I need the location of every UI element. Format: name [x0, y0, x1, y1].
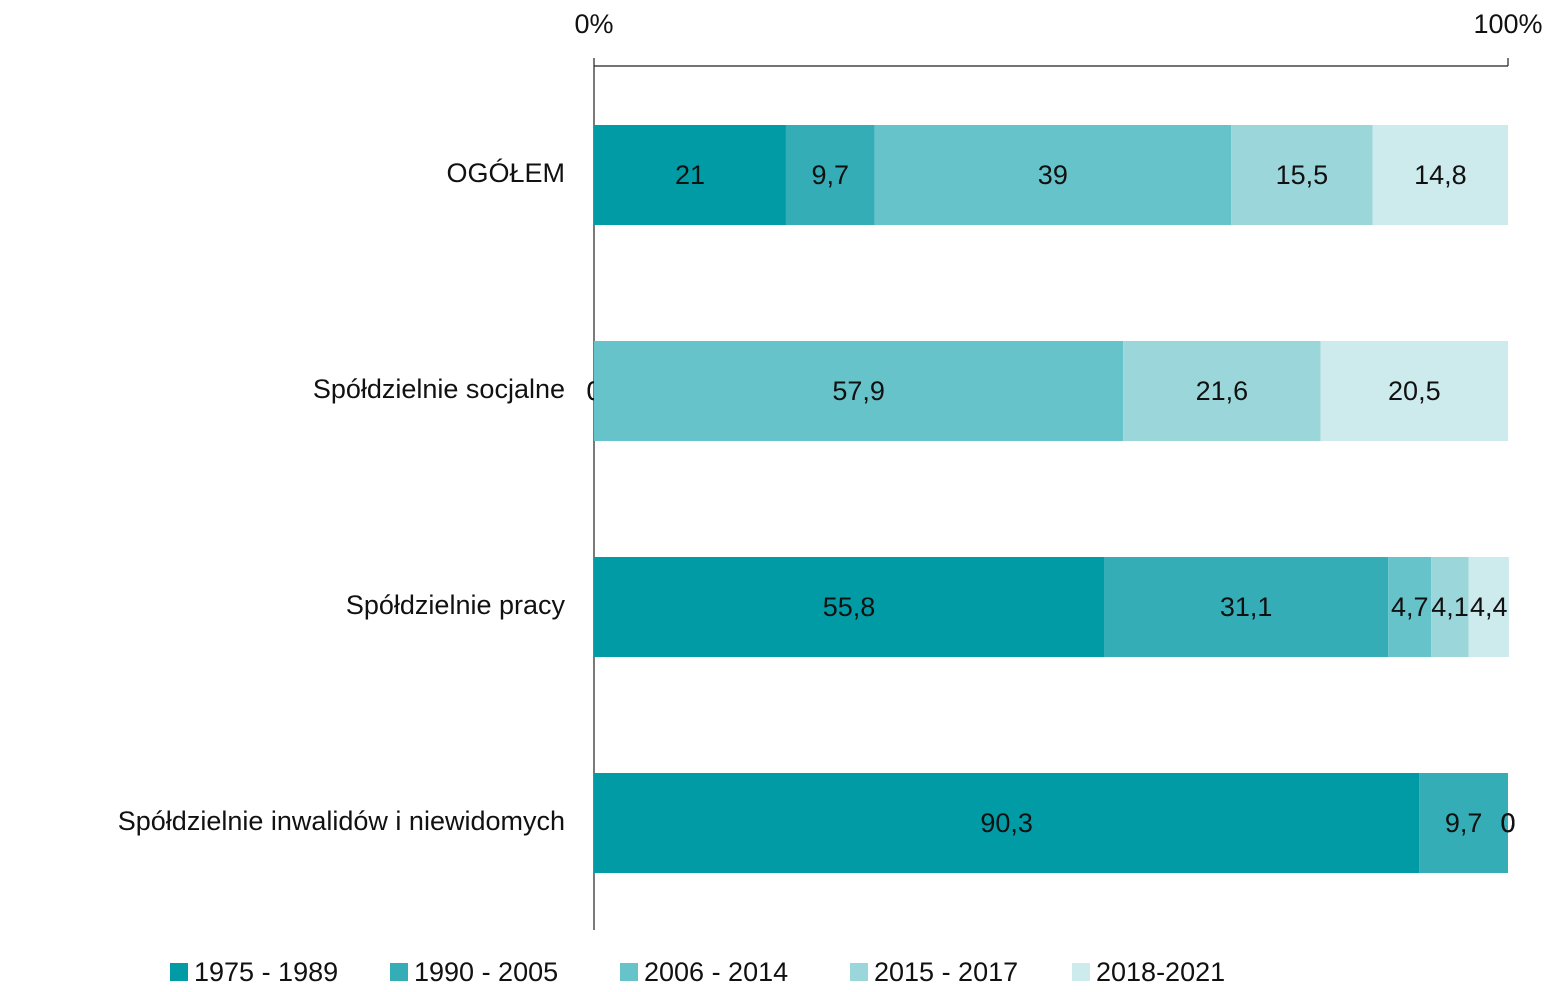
value-label: 90,3 [980, 808, 1033, 838]
category-label: Spółdzielnie socjalne [313, 374, 565, 404]
bar-segment [594, 557, 1105, 657]
bar-segment [785, 125, 875, 225]
bar-segment [594, 125, 786, 225]
legend-label: 2018-2021 [1096, 957, 1225, 987]
legend-label: 1990 - 2005 [414, 957, 558, 987]
value-label: 31,1 [1220, 592, 1273, 622]
value-label: 9,7 [1445, 808, 1483, 838]
x-tick-label: 100% [1473, 9, 1542, 39]
value-label: 39 [1038, 160, 1068, 190]
legend-swatch [850, 963, 868, 981]
bar-segment [1468, 557, 1509, 657]
bar-segment [594, 773, 1420, 873]
bar-segment [1419, 773, 1508, 873]
bar-segment [1231, 125, 1373, 225]
legend-label: 2015 - 2017 [874, 957, 1018, 987]
legend-swatch [620, 963, 638, 981]
value-label: 0 [1500, 808, 1515, 838]
value-label: 0 [1500, 808, 1515, 838]
bar-segment [1431, 557, 1469, 657]
value-label: 57,9 [832, 376, 885, 406]
value-label: 4,7 [1391, 592, 1429, 622]
bar-segment [874, 125, 1232, 225]
category-label: Spółdzielnie pracy [346, 590, 566, 620]
legend-swatch [1072, 963, 1090, 981]
bar-segment [594, 341, 1124, 441]
bar-segment [1388, 557, 1432, 657]
category-label: Spółdzielnie inwalidów i niewidomych [118, 806, 565, 836]
bar-segment [1123, 341, 1321, 441]
value-label: 14,8 [1414, 160, 1467, 190]
legend-swatch [170, 963, 188, 981]
value-label: 4,1 [1431, 592, 1469, 622]
legend-label: 2006 - 2014 [644, 957, 788, 987]
category-label: OGÓŁEM [446, 157, 565, 188]
value-label: 9,7 [811, 160, 849, 190]
value-label: 21,6 [1196, 376, 1249, 406]
value-label: 4,4 [1470, 592, 1508, 622]
value-label: 15,5 [1276, 160, 1329, 190]
legend-label: 1975 - 1989 [194, 957, 338, 987]
legend-swatch [390, 963, 408, 981]
bar-segment [1104, 557, 1389, 657]
value-label: 55,8 [823, 592, 876, 622]
bar-segment [1372, 125, 1508, 225]
value-label: 0 [1500, 808, 1515, 838]
value-label: 21 [675, 160, 705, 190]
bar-segment [1320, 341, 1508, 441]
x-tick-label: 0% [574, 9, 613, 39]
value-label: 20,5 [1388, 376, 1441, 406]
